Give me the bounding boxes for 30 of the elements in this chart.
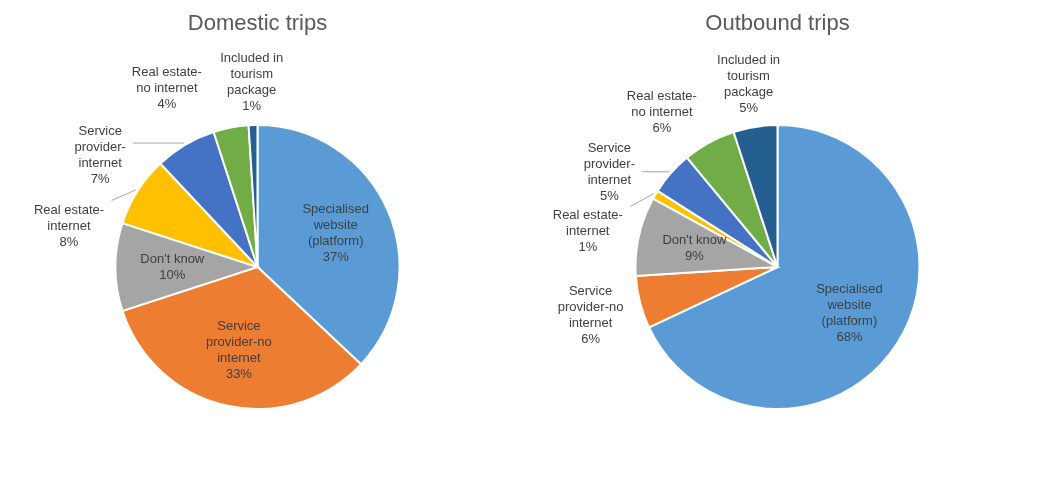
data-label: 10%: [159, 267, 186, 282]
data-label: 5%: [599, 188, 620, 204]
slice-label: Real estate-no internet: [626, 88, 697, 120]
slice-label: Service provider-internet: [583, 140, 635, 188]
data-label: 37%: [322, 249, 350, 265]
slice-label: Specialised website (platform): [816, 280, 883, 328]
data-label: 8%: [59, 233, 79, 249]
slice-label: Real estate-internet: [33, 201, 105, 233]
data-label: 1%: [242, 98, 262, 114]
slice-label: Don't know: [662, 232, 727, 248]
slice-label: Specialised website (platform): [302, 201, 369, 249]
data-label: 9%: [684, 248, 705, 264]
slice-label: Included in tourism package: [220, 50, 284, 98]
data-label: 4%: [157, 95, 177, 111]
slice-label: Real estate-no internet: [131, 63, 202, 95]
chart-title: Outbound trips: [705, 10, 850, 35]
data-label: 5%: [739, 100, 759, 116]
slice-label: Service provider-internet: [74, 123, 126, 171]
slice-label: Included in tourism package: [717, 52, 780, 100]
slice-label: Service provider-no internet: [557, 283, 624, 330]
data-label: 7%: [90, 171, 111, 187]
slice-label: Real estate-internet: [552, 207, 623, 239]
data-label: 6%: [581, 331, 601, 346]
data-label: 68%: [836, 328, 863, 344]
data-label: 6%: [652, 120, 672, 136]
chart-title: Domestic trips: [187, 10, 328, 35]
data-label: 1%: [578, 239, 598, 255]
slice-label: Service provider-no internet: [206, 318, 272, 366]
data-label: 33%: [225, 366, 253, 382]
slice-label: Don't know: [140, 251, 205, 266]
